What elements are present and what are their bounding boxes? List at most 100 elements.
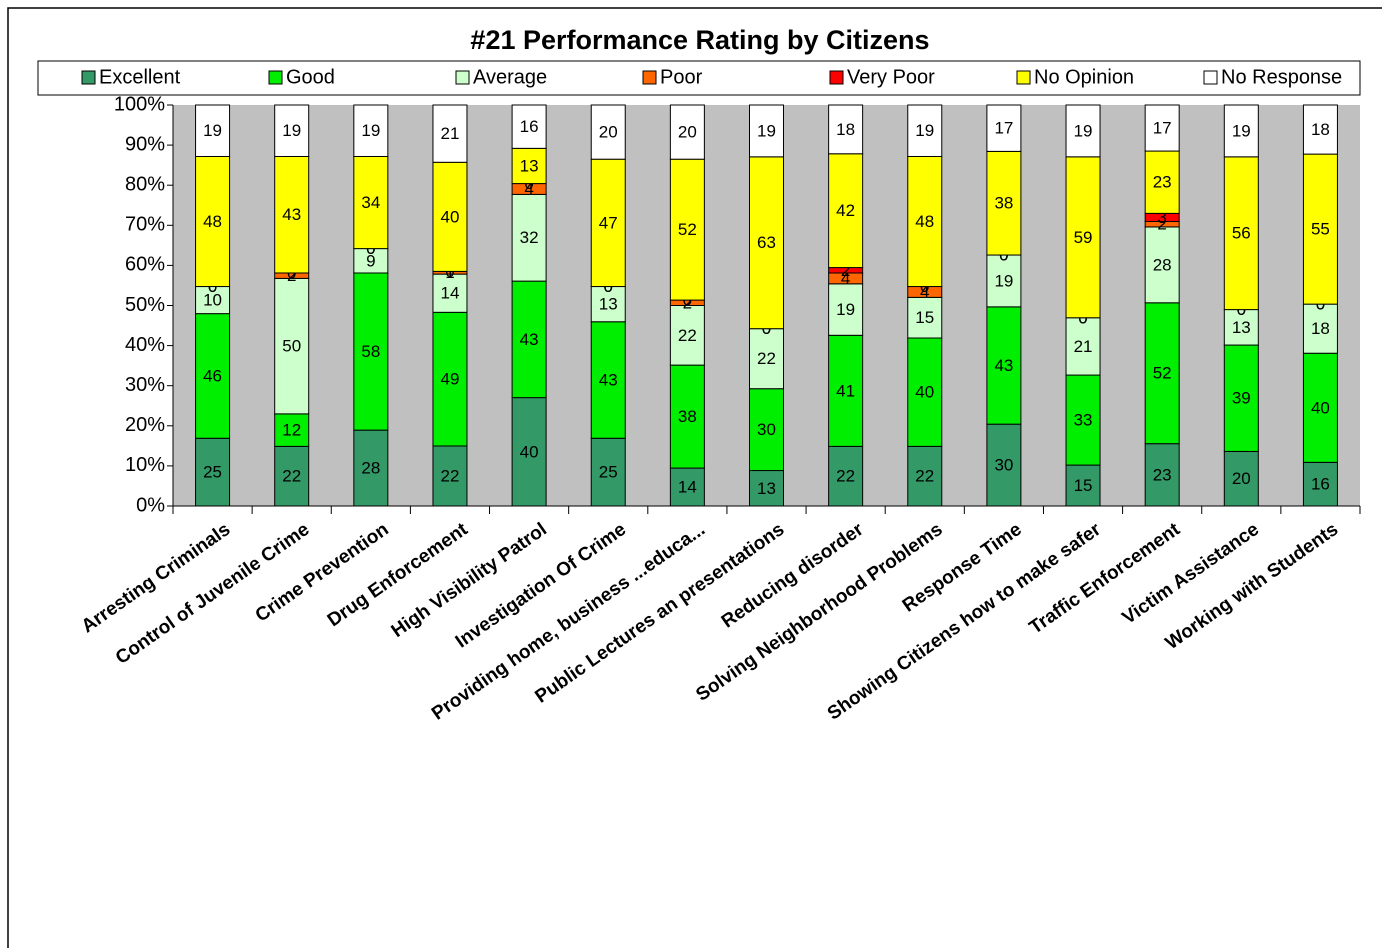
data-label: 22 [757, 349, 776, 368]
data-label: 22 [836, 467, 855, 486]
bar-segment [195, 155, 231, 288]
data-label: 18 [1311, 319, 1330, 338]
data-label: 4 [524, 179, 533, 198]
data-label: 15 [915, 308, 934, 327]
data-label: 3 [1157, 208, 1166, 227]
bar-segment [353, 104, 389, 157]
data-label: 14 [678, 478, 697, 497]
bar-segment [907, 445, 943, 507]
data-label: 22 [441, 466, 460, 485]
bar-segment [669, 305, 705, 366]
bar-segment [907, 337, 943, 447]
data-label: 10 [203, 291, 222, 310]
y-tick-label: 0% [136, 494, 165, 516]
data-label: 42 [836, 201, 855, 220]
bar-segment [1144, 150, 1180, 214]
bar-segment [669, 104, 705, 160]
data-label: 47 [599, 213, 618, 232]
data-label: 28 [1153, 255, 1172, 274]
bar-segment [353, 155, 389, 250]
bar-segment [749, 328, 784, 390]
data-label: 14 [441, 284, 460, 303]
y-tick-label: 100% [114, 93, 165, 115]
data-label: 18 [836, 120, 855, 139]
bar-segment [986, 423, 1022, 507]
data-label: 4 [841, 269, 850, 288]
data-label: 4 [920, 282, 929, 301]
bar-segment [907, 296, 943, 339]
bar-segment [1065, 374, 1101, 466]
y-tick-label: 50% [125, 294, 165, 316]
data-label: 40 [441, 207, 460, 226]
bar-segment [274, 104, 310, 157]
data-label: 21 [441, 124, 460, 143]
bar-segment [1223, 156, 1259, 311]
bar-segment [274, 155, 310, 274]
data-label: 2 [841, 261, 850, 280]
legend-swatch [642, 70, 657, 85]
bar-segment [986, 306, 1022, 425]
data-label: 38 [678, 407, 697, 426]
data-label: 38 [994, 194, 1013, 213]
data-label: 39 [1232, 389, 1251, 408]
legend-swatch [1203, 70, 1218, 85]
bar-segment [1065, 104, 1101, 158]
data-label: 17 [1153, 119, 1172, 138]
data-label: 19 [915, 121, 934, 140]
legend-label: Excellent [99, 66, 181, 88]
data-label: 23 [1153, 173, 1172, 192]
data-label: 46 [203, 366, 222, 385]
data-label: 13 [520, 156, 539, 175]
bar-segment [1302, 153, 1338, 305]
bar-segment [907, 104, 943, 157]
y-tick-label: 70% [125, 214, 165, 236]
bar-segment [749, 156, 784, 330]
legend-swatch [1016, 70, 1031, 85]
bar-segment [1065, 317, 1101, 376]
data-label: 13 [757, 479, 776, 498]
bar-segment [1223, 104, 1259, 158]
bar-segment [1302, 461, 1338, 507]
bar-segment [195, 313, 231, 439]
bar-segment [1144, 443, 1180, 507]
data-label: 19 [1074, 121, 1093, 140]
data-label: 16 [520, 117, 539, 136]
data-label: 40 [915, 383, 934, 402]
legend-label: Good [286, 66, 335, 88]
data-label: 63 [757, 233, 776, 252]
data-label: 19 [361, 121, 380, 140]
data-label: 59 [1074, 228, 1093, 247]
bar-segment [590, 158, 626, 288]
bar-segment [1065, 464, 1101, 507]
data-label: 43 [520, 330, 539, 349]
data-label: 9 [366, 251, 375, 270]
bar-segment [669, 364, 705, 469]
data-label: 58 [361, 342, 380, 361]
data-label: 22 [915, 467, 934, 486]
bar-segment [1223, 450, 1259, 507]
data-label: 25 [203, 463, 222, 482]
bar-segment [432, 311, 468, 447]
bar-segment [1302, 303, 1338, 354]
data-label: 48 [915, 212, 934, 231]
bar-segment [749, 104, 784, 158]
data-label: 12 [282, 421, 301, 440]
data-label: 19 [757, 121, 776, 140]
data-label: 32 [520, 228, 539, 247]
bar-segment [511, 397, 547, 507]
bar-segment [828, 334, 864, 447]
data-label: 43 [994, 356, 1013, 375]
bar-segment [1144, 104, 1180, 152]
y-tick-label: 20% [125, 414, 165, 436]
bar-segment [432, 104, 468, 163]
data-label: 52 [678, 220, 697, 239]
data-label: 55 [1311, 220, 1330, 239]
chart-title: #21 Performance Rating by Citizens [470, 25, 929, 55]
bar-segment [274, 445, 310, 507]
data-label: 34 [361, 193, 380, 212]
bar-segment [828, 445, 864, 507]
data-label: 33 [1074, 411, 1093, 430]
bar-segment [195, 437, 231, 507]
bar-segment [511, 147, 547, 185]
y-tick-label: 90% [125, 133, 165, 155]
